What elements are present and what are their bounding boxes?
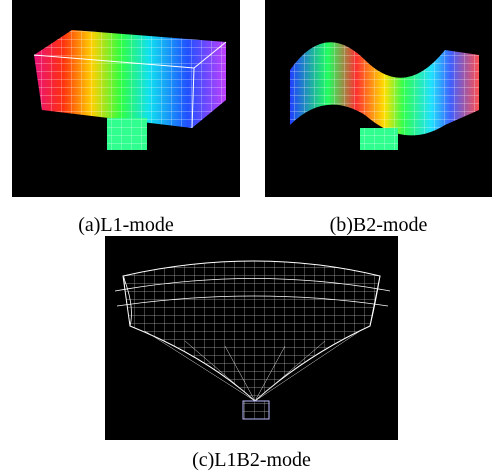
- caption-a: (a)L1-mode: [12, 214, 240, 237]
- caption-c: (c)L1B2-mode: [105, 449, 398, 472]
- image-l1b2-mode: [105, 236, 398, 440]
- image-b2-mode: [265, 0, 492, 197]
- image-l1-mode: [12, 0, 240, 197]
- caption-b: (b)B2-mode: [265, 214, 492, 237]
- figure-page: (a)L1-mode (b)B2-mode (c)L1B2-mode (() =…: [0, 0, 499, 476]
